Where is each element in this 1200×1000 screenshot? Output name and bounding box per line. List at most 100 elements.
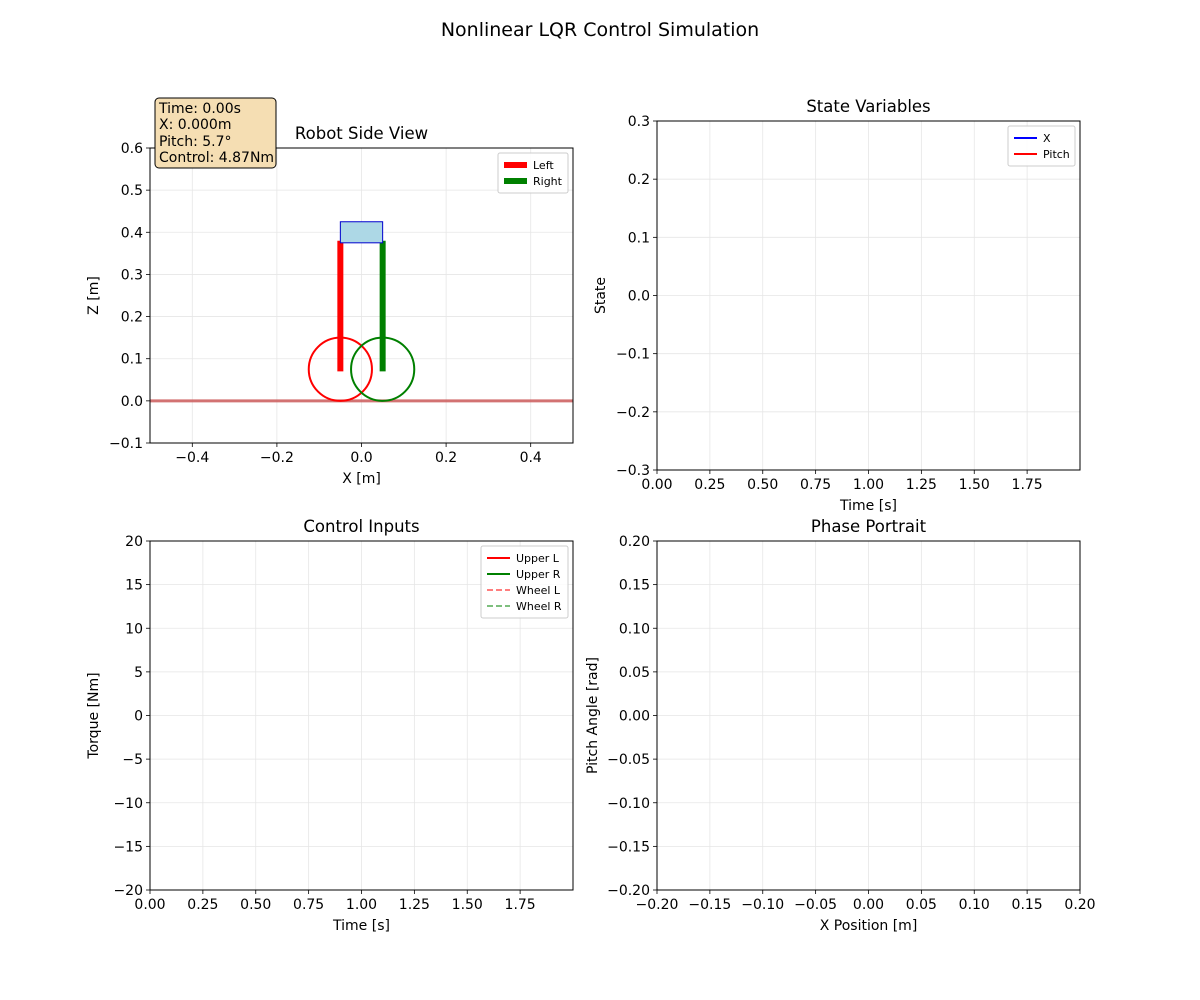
x-tick-label: 1.25 [906, 477, 937, 493]
x-tick-label: 0.15 [1012, 897, 1043, 913]
y-tick-label: 0.20 [619, 534, 650, 550]
x-axis-label: X Position [m] [820, 918, 918, 934]
y-tick-label: 0.0 [628, 289, 650, 305]
y-tick-label: 0.2 [628, 172, 650, 188]
status-control: Control: 4.87Nm [159, 150, 274, 166]
y-tick-label: 0.15 [619, 578, 650, 594]
legend-label: X [1043, 132, 1051, 145]
x-tick-label: 0.75 [293, 897, 324, 913]
x-tick-label: −0.10 [741, 897, 784, 913]
y-tick-label: 20 [125, 534, 143, 550]
chart-state: 0.00 0.25 0.50 0.75 1.00 1.25 1.50 1.75 −0.3 −0.2… [593, 97, 1081, 514]
y-tick-label: 0.5 [121, 183, 143, 199]
y-tick-label: −10 [113, 796, 143, 812]
y-tick-label: −0.2 [616, 405, 650, 421]
y-tick-label: 0.1 [121, 352, 143, 368]
legend-label: Left [533, 159, 554, 172]
x-tick-label: 0.25 [694, 477, 725, 493]
x-tick-label: −0.05 [794, 897, 837, 913]
x-tick-label: 0.00 [134, 897, 165, 913]
x-tick-label: 1.75 [505, 897, 536, 913]
charts-container: −0.4 −0.2 0.0 0.2 0.4−0.10.00.10.20.30.40.50… [86, 97, 1096, 934]
x-tick-label: 0.05 [906, 897, 937, 913]
y-tick-label: 0 [134, 709, 143, 725]
status-box: Time: 0.00s X: 0.000m Pitch: 5.7° Contro… [154, 97, 277, 169]
x-tick-label: 0.20 [1064, 897, 1095, 913]
y-axis-label: Torque [Nm] [86, 672, 102, 759]
y-tick-label: −5 [122, 752, 143, 768]
chart-control: 0.00 0.25 0.50 0.75 1.00 1.25 1.50 1.75 −20 −15 −1… [86, 517, 574, 934]
x-tick-label: 1.25 [399, 897, 430, 913]
y-tick-label: 0.2 [121, 310, 143, 326]
axes-frame [656, 120, 1081, 471]
figure-title: Nonlinear LQR Control Simulation [441, 19, 759, 41]
y-tick-label: −0.1 [109, 436, 143, 452]
x-tick-label: 0.25 [187, 897, 218, 913]
legend-box [480, 545, 569, 619]
x-tick-label: 1.50 [959, 477, 990, 493]
chart-title: Phase Portrait [811, 517, 927, 536]
axes-frame [149, 540, 574, 891]
x-tick-label: 0.50 [747, 477, 778, 493]
x-tick-label: 0.0 [350, 450, 372, 466]
legend-box [1007, 125, 1076, 167]
chart-title: Control Inputs [303, 517, 419, 536]
y-tick-label: −0.1 [616, 347, 650, 363]
y-tick-label: 0.1 [628, 230, 650, 246]
x-tick-label: −0.20 [636, 897, 679, 913]
chart-phase: −0.20 −0.15 −0.10 −0.05 0.00 0.05 0.10 0.15 0.20… [585, 517, 1096, 934]
legend-label: Upper R [516, 568, 561, 581]
x-tick-label: 0.4 [520, 450, 542, 466]
legend-label: Wheel R [516, 600, 562, 613]
x-tick-label: −0.4 [175, 450, 209, 466]
x-axis-label: Time [s] [839, 498, 897, 514]
status-box-background [154, 97, 277, 169]
y-axis-label: Z [m] [86, 276, 102, 315]
y-tick-label: −0.10 [607, 796, 650, 812]
axes-frame [149, 147, 574, 444]
axes-frame [656, 540, 1081, 891]
y-tick-label: −0.15 [607, 839, 650, 855]
legend-label: Pitch [1043, 148, 1070, 161]
x-tick-label: 1.00 [853, 477, 884, 493]
y-tick-label: 0.3 [121, 267, 143, 283]
y-tick-label: −0.3 [616, 463, 650, 479]
y-axis-label: State [593, 277, 609, 314]
legend-label: Wheel L [516, 584, 561, 597]
x-tick-label: 1.00 [346, 897, 377, 913]
legend-label: Right [533, 175, 563, 188]
y-tick-label: 0.10 [619, 621, 650, 637]
chart-title: Robot Side View [295, 124, 428, 143]
y-tick-label: 0.05 [619, 665, 650, 681]
status-time: Time: 0.00s [158, 101, 241, 117]
y-tick-label: 0.3 [628, 114, 650, 130]
x-tick-label: 0.50 [240, 897, 271, 913]
y-tick-label: −15 [113, 839, 143, 855]
x-tick-label: 0.00 [853, 897, 884, 913]
chart-robot: −0.4 −0.2 0.0 0.2 0.4 −0.1 0.0 0.1 0.2 0.3 0.4 0.5 0… [86, 124, 574, 487]
legend-label: Upper L [516, 552, 560, 565]
y-tick-label: 0.0 [121, 394, 143, 410]
y-tick-label: −0.20 [607, 883, 650, 899]
y-tick-label: −20 [113, 883, 143, 899]
y-tick-label: 10 [125, 621, 143, 637]
x-axis-label: X [m] [342, 471, 381, 487]
robot-body [339, 221, 384, 244]
x-tick-label: −0.15 [688, 897, 731, 913]
status-x: X: 0.000m [159, 117, 231, 133]
x-tick-label: 0.00 [641, 477, 672, 493]
x-tick-label: 0.2 [435, 450, 457, 466]
y-tick-label: −0.05 [607, 752, 650, 768]
x-tick-label: 0.10 [959, 897, 990, 913]
status-pitch: Pitch: 5.7° [159, 134, 232, 150]
x-tick-label: 1.50 [452, 897, 483, 913]
y-axis-label: Pitch Angle [rad] [585, 657, 601, 774]
x-tick-label: 0.75 [800, 477, 831, 493]
y-tick-label: 0.6 [121, 141, 143, 157]
chart-title: State Variables [806, 97, 930, 116]
x-tick-label: −0.2 [260, 450, 294, 466]
y-tick-label: 5 [134, 665, 143, 681]
x-tick-label: 1.75 [1012, 477, 1043, 493]
y-tick-label: 15 [125, 578, 143, 594]
